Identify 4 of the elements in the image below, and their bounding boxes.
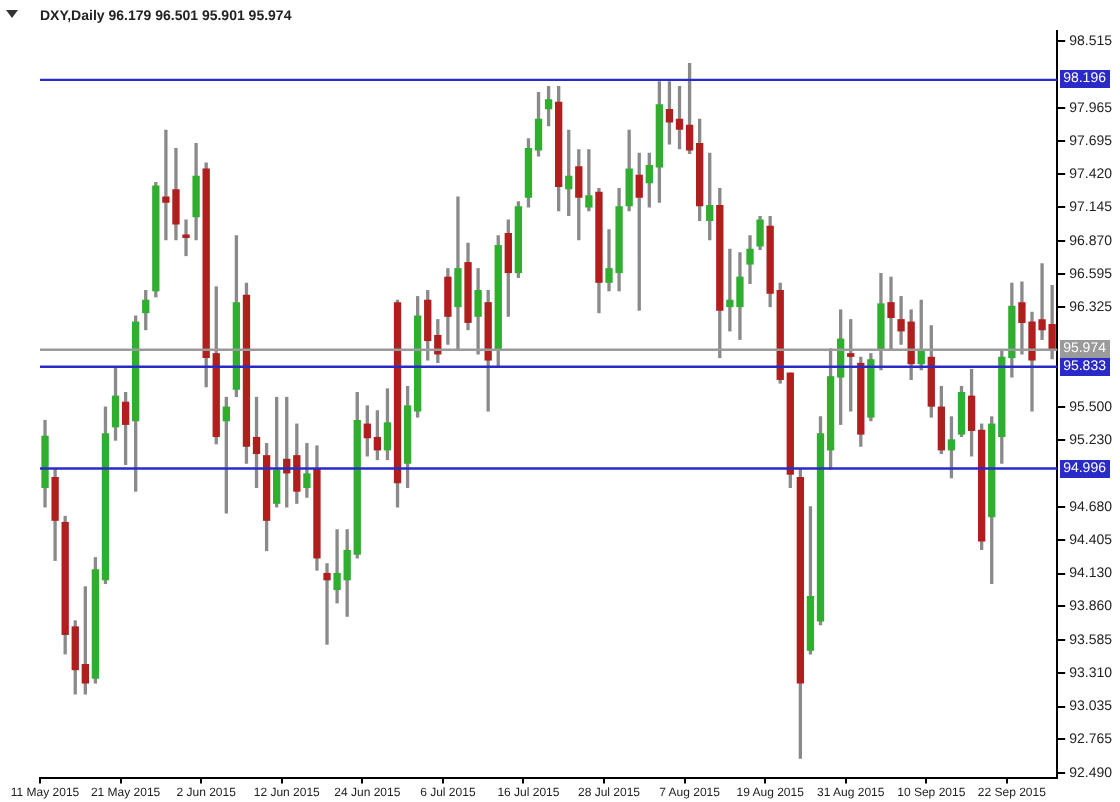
candlestick <box>182 219 190 257</box>
candlestick <box>887 276 895 350</box>
candlestick <box>323 563 331 645</box>
candlestick <box>585 149 593 212</box>
